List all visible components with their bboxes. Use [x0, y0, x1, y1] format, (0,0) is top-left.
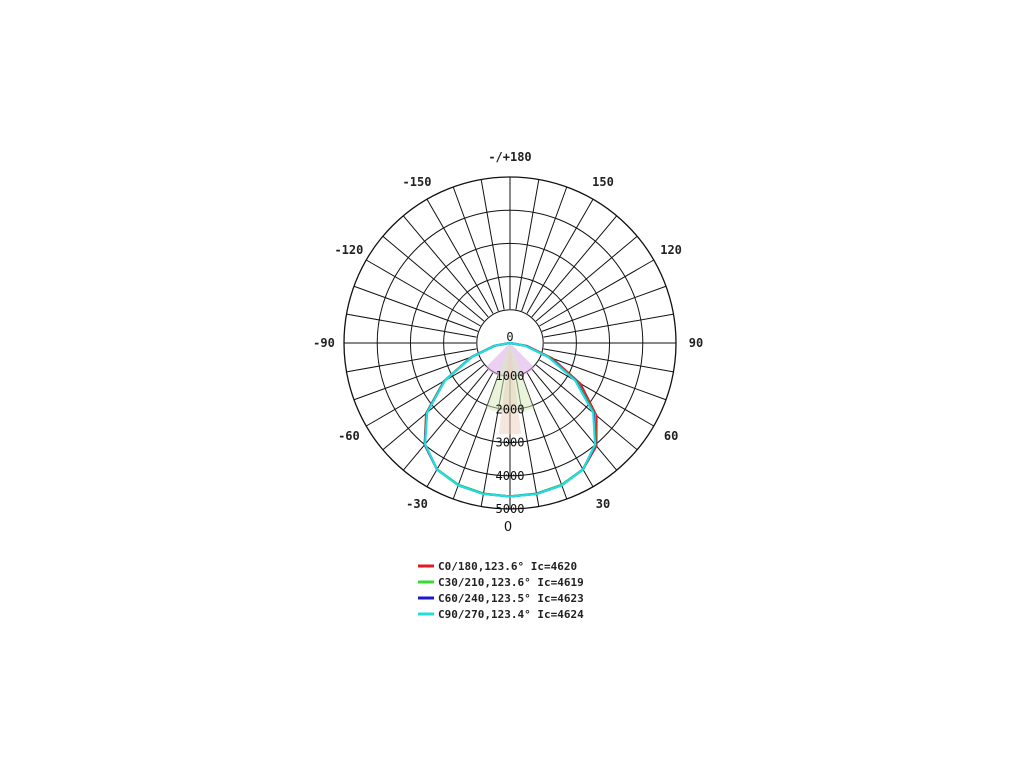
grid-spoke	[539, 359, 655, 427]
grid-spoke	[515, 179, 540, 310]
bottom-angle-label: 0	[504, 520, 512, 535]
angle-label: 90	[689, 336, 703, 350]
angle-label: 60	[664, 429, 678, 443]
grid-spoke	[480, 179, 505, 310]
grid-spoke	[535, 235, 638, 322]
polar-grid	[343, 176, 677, 510]
intensity-curves	[423, 341, 598, 498]
angle-label: -150	[403, 175, 432, 189]
grid-spoke	[402, 215, 489, 318]
legend-label: C90/270,123.4° Ic=4624	[438, 608, 584, 621]
grid-spoke	[402, 368, 489, 471]
grid-spoke	[541, 354, 667, 401]
angle-label: -60	[338, 429, 360, 443]
grid-spoke	[521, 186, 568, 312]
grid-spoke	[452, 186, 499, 312]
grid-spoke	[539, 259, 655, 327]
grid-spoke	[531, 215, 618, 318]
ring-label: 1000	[496, 369, 525, 383]
legend-label: C0/180,123.6° Ic=4620	[438, 560, 577, 573]
ring-label: 2000	[496, 402, 525, 416]
grid-spoke	[543, 348, 674, 373]
grid-spoke	[353, 285, 479, 332]
grid-spoke	[365, 259, 481, 327]
ring-label: 5000	[496, 502, 525, 516]
legend: C0/180,123.6° Ic=4620 C30/210,123.6° Ic=4…	[418, 560, 584, 621]
legend-label: C60/240,123.5° Ic=4623	[438, 592, 584, 605]
curve-series-3	[424, 341, 597, 498]
grid-spoke	[526, 372, 594, 488]
angle-label: 120	[660, 243, 682, 257]
angle-label: 150	[592, 175, 614, 189]
grid-spoke	[535, 364, 638, 451]
grid-spoke	[543, 313, 674, 338]
grid-spoke	[426, 372, 494, 488]
grid-spoke	[346, 313, 477, 338]
grid-spoke	[382, 364, 485, 451]
angle-label: -120	[334, 243, 363, 257]
angle-label: -/+180	[488, 150, 531, 164]
ring-label: 0	[506, 330, 513, 344]
radial-scale-labels: 0 1000 2000 3000 4000 5000	[496, 330, 525, 516]
grid-spoke	[382, 235, 485, 322]
ring-label: 4000	[496, 469, 525, 483]
grid-spoke	[426, 198, 494, 314]
grid-spoke	[365, 359, 481, 427]
grid-spoke	[353, 354, 479, 401]
angle-label: -90	[313, 336, 335, 350]
grid-spoke	[452, 374, 499, 500]
angle-label: 30	[596, 497, 610, 511]
grid-spoke	[531, 368, 618, 471]
angle-label: -30	[406, 497, 428, 511]
beam-wedge	[498, 343, 522, 435]
angle-labels: -/+180 150 -150 120 -120 90 -90 60 -60 30 -30	[313, 150, 703, 511]
ring-label: 3000	[496, 436, 525, 450]
legend-label: C30/210,123.6° Ic=4619	[438, 576, 584, 589]
grid-spoke	[541, 285, 667, 332]
grid-spoke	[346, 348, 477, 373]
grid-spoke	[526, 198, 594, 314]
beam-shading	[485, 343, 535, 435]
